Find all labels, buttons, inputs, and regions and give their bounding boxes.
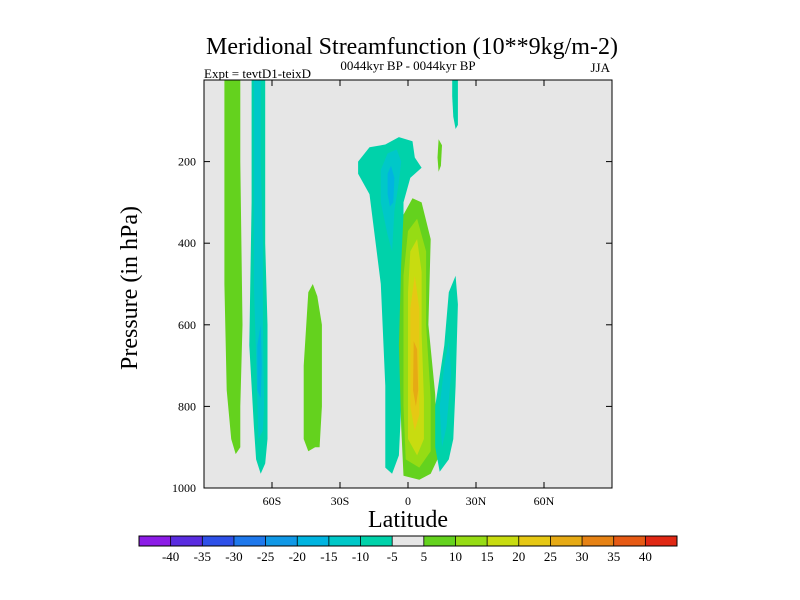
colorbar-swatch (582, 536, 615, 546)
colorbar-label: 5 (421, 549, 428, 564)
colorbar-label: -15 (320, 549, 337, 564)
contour-regions (224, 80, 458, 480)
x-tick-label: 30N (466, 494, 487, 508)
y-tick-label: 600 (178, 318, 196, 332)
contour-region-sh-60S-negative-core (257, 324, 262, 399)
contour-region-tropical-positive-25 (413, 341, 419, 407)
contour-region-nh-20N-upper-negative (452, 80, 458, 129)
contour-region-nh-15N-negative-inner (439, 341, 452, 448)
contour-region-sh-60S-negative-inner (253, 80, 265, 439)
contour-region-tropical-negative-outer (358, 137, 422, 474)
colorbar-label: -30 (225, 549, 242, 564)
colorbar-label: -40 (162, 549, 179, 564)
colorbar: -40 -35 -30 -25 -20 -15 -10 -5 5 10 15 20 25 30 35 40 (138, 535, 678, 564)
x-tick-label: 0 (405, 494, 411, 508)
x-axis: 60S 30S 0 30N 60N (263, 80, 555, 508)
season-label: JJA (590, 60, 610, 75)
contour-region-sh-high-lat-weak-positive (224, 80, 243, 455)
y-tick-label: 1000 (172, 481, 196, 495)
time-range-label: 0044kyr BP - 0044kyr BP (340, 58, 475, 73)
colorbar-swatch (550, 536, 583, 546)
colorbar-label: 30 (576, 549, 589, 564)
colorbar-swatch (423, 536, 456, 546)
colorbar-label: 15 (481, 549, 494, 564)
colorbar-swatch (233, 536, 266, 546)
x-tick-label: 30S (331, 494, 350, 508)
y-tick-label: 800 (178, 399, 196, 413)
colorbar-label: -10 (352, 549, 369, 564)
colorbar-swatch (518, 536, 551, 546)
x-tick-label: 60N (534, 494, 555, 508)
colorbar-swatch (202, 536, 235, 546)
contour-region-nh-13N-upper-positive (437, 139, 442, 172)
colorbar-swatch (328, 536, 361, 546)
contour-region-tropical-negative-core (387, 165, 395, 207)
colorbar-label: 10 (449, 549, 462, 564)
chart-title: Meridional Streamfunction (10**9kg/m-2) (206, 34, 618, 60)
colorbar-swatch (455, 536, 488, 546)
colorbar-label: -20 (289, 549, 306, 564)
colorbar-swatch (392, 536, 425, 546)
colorbar-swatch (297, 536, 330, 546)
colorbar-label: -5 (387, 549, 398, 564)
y-axis: 200 400 600 800 1000 (172, 155, 612, 495)
experiment-label: Expt = tevtD1-teixD (204, 66, 311, 81)
y-tick-label: 200 (178, 155, 196, 169)
x-tick-label: 60S (263, 494, 282, 508)
colorbar-label: -35 (194, 549, 211, 564)
colorbar-label: -25 (257, 549, 274, 564)
colorbar-label: 35 (607, 549, 620, 564)
colorbar-label: 25 (544, 549, 557, 564)
y-tick-label: 400 (178, 236, 196, 250)
colorbar-swatch (139, 536, 171, 546)
contour-region-sh-40S-weak-positive (303, 284, 322, 452)
colorbar-swatch (360, 536, 393, 546)
colorbar-swatch (487, 536, 520, 546)
colorbar-swatch (265, 536, 298, 546)
y-axis-label: Pressure (in hPa) (117, 206, 143, 370)
colorbar-label: 20 (512, 549, 525, 564)
colorbar-swatch (613, 536, 646, 546)
colorbar-swatch (170, 536, 203, 546)
x-axis-label: Latitude (368, 507, 448, 533)
colorbar-label: 40 (639, 549, 652, 564)
colorbar-swatch (645, 536, 678, 546)
colorbar-frame (138, 535, 678, 547)
